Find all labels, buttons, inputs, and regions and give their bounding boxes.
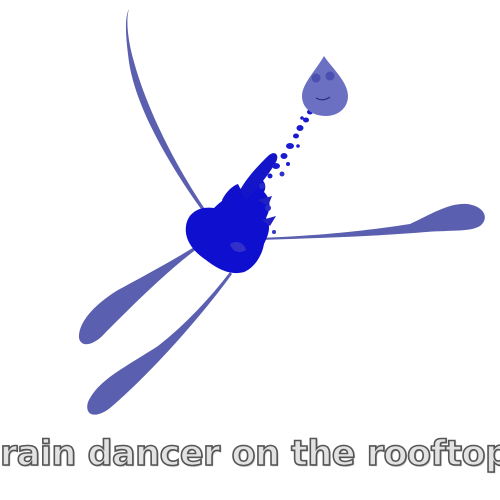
- raindrop-head: [302, 56, 348, 116]
- mouth: [315, 96, 331, 101]
- left-eye: [311, 73, 321, 83]
- caption-title: rain dancer on the rooftops: [0, 433, 500, 475]
- neck-droplets: [267, 104, 319, 179]
- right-arm: [258, 203, 485, 240]
- right-eye: [325, 71, 335, 81]
- upper-left-arm: [125, 9, 214, 224]
- right-leg: [87, 272, 233, 415]
- left-leg: [78, 246, 198, 345]
- body-splash: [185, 153, 285, 274]
